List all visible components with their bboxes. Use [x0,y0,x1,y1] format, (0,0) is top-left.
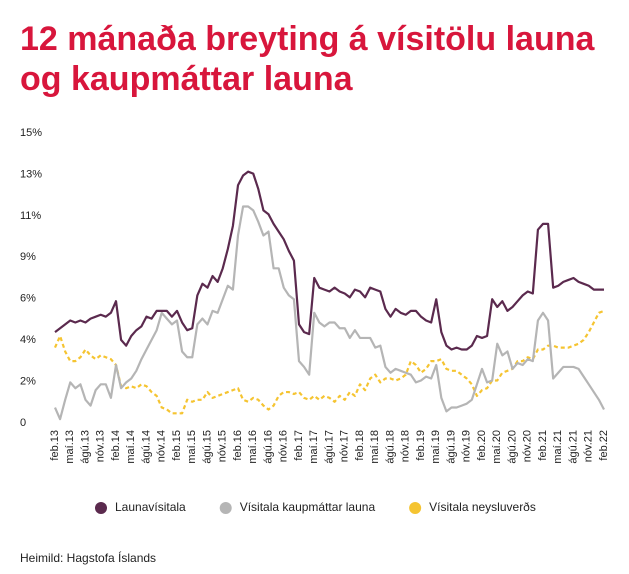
y-tick-label: 4% [20,334,36,346]
x-tick-label: ágú.14 [140,430,152,464]
x-tick-label: ágú.17 [323,430,335,464]
legend-marker [219,502,232,514]
series-line [53,205,605,421]
x-tick-label: ágú.15 [201,430,213,464]
x-tick-label: maí.13 [64,430,76,464]
x-tick-label: maí.18 [369,430,381,464]
x-tick-label: nóv.21 [583,430,595,462]
x-tick-label: ágú.19 [445,430,457,464]
series-line [54,170,604,351]
x-tick-label: nóv.19 [461,430,473,462]
x-tick-label: nóv.16 [278,430,290,462]
legend-marker [409,502,422,514]
x-tick-label: ágú.21 [567,430,579,464]
y-tick-label: 15% [20,127,42,139]
x-tick-label: maí.19 [430,430,442,464]
x-tick-label: feb.19 [415,430,427,461]
x-tick-label: ágú.13 [79,430,91,464]
series-line [53,309,605,415]
x-tick-label: feb.17 [293,430,305,461]
y-tick-label: 0 [20,417,26,429]
x-tick-label: feb.13 [49,430,61,461]
x-tick-label: nóv.18 [400,430,412,462]
x-tick-label: maí.16 [247,430,259,464]
x-tick-label: feb.15 [171,430,183,461]
y-tick-label: 11% [20,210,41,222]
x-tick-label: nóv.20 [522,430,534,462]
x-tick-label: feb.16 [232,430,244,461]
x-tick-label: feb.21 [537,430,549,461]
x-tick-label: nóv.15 [217,430,229,462]
x-tick-label: feb.20 [476,430,488,461]
chart-title-line-2: og kaupmáttar launa [20,60,354,98]
x-tick-label: nóv.14 [156,430,168,462]
legend-label: Launavísitala [115,500,186,514]
legend-label: Vísitala kaupmáttar launa [240,500,376,514]
y-tick-label: 9% [20,251,36,263]
x-tick-label: maí.17 [308,430,320,464]
x-tick-label: feb.14 [110,430,122,461]
x-tick-label: feb.18 [354,430,366,461]
x-tick-label: nóv.17 [339,430,351,462]
x-tick-label: ágú.20 [506,430,518,464]
x-tick-label: maí.15 [186,430,198,464]
legend-label: Vísitala neysluverðs [429,500,536,514]
x-tick-label: nóv.13 [95,430,107,462]
x-tick-label: maí.21 [552,430,564,464]
x-tick-label: maí.14 [125,430,137,464]
source: Heimild: Hagstofa Íslands [20,550,156,565]
y-tick-label: 13% [20,168,42,180]
chart-title-line-1: 12 mánaða breyting á vísitölu launa [20,20,595,58]
x-tick-label: ágú.16 [262,430,274,464]
legend-marker [95,502,107,514]
y-tick-label: 6% [20,293,36,305]
x-tick-label: ágú.18 [384,430,396,464]
x-tick-label: feb.22 [598,430,610,461]
x-tick-label: maí.20 [491,430,503,464]
y-tick-label: 2% [20,376,36,388]
